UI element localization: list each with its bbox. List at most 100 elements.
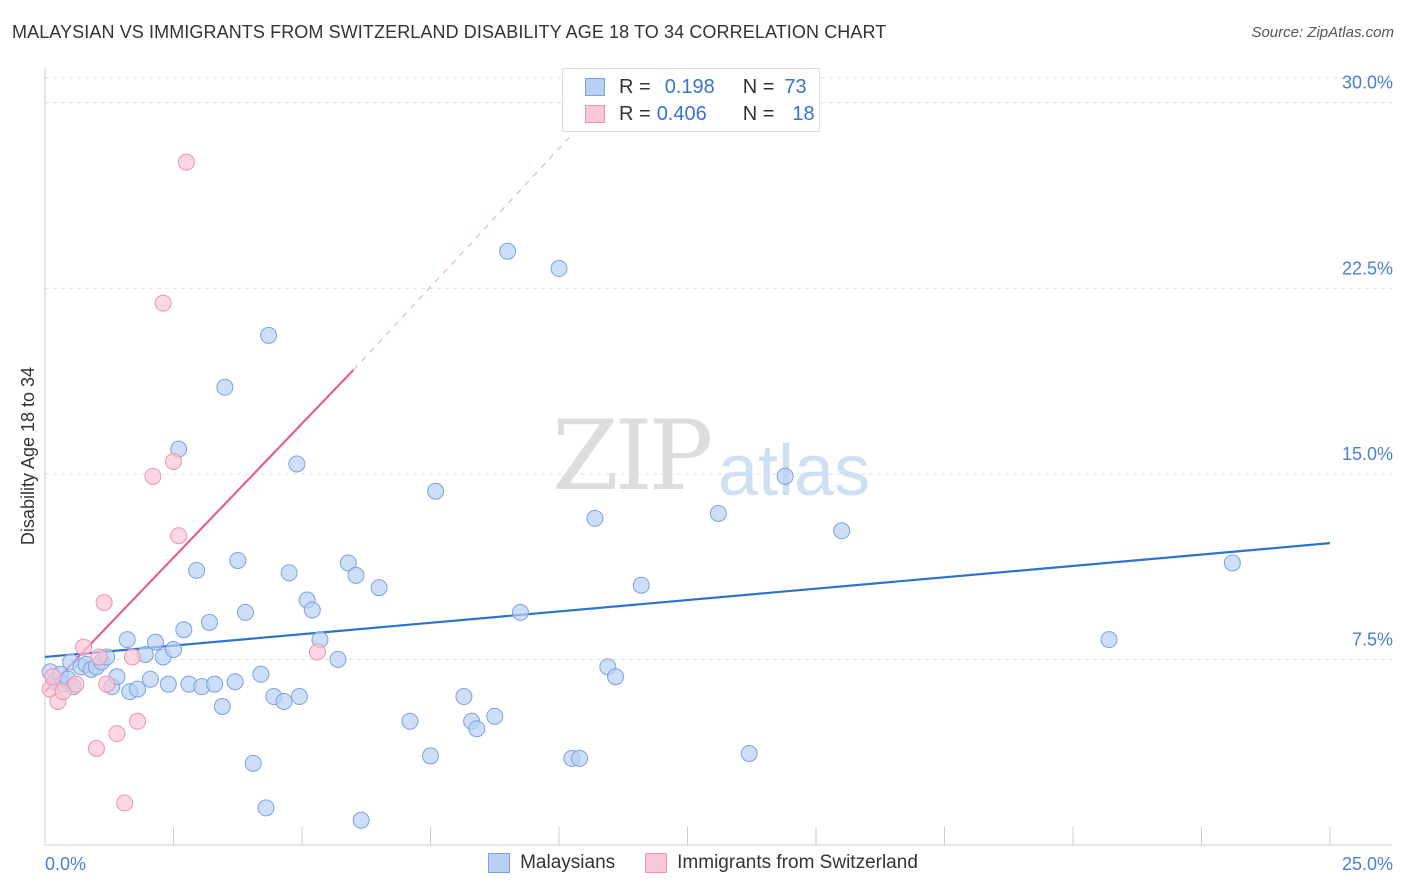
x-tick-label-right: 25.0% [1342, 854, 1393, 874]
point-switzerland [116, 794, 134, 812]
legend-swatch-blue [585, 78, 605, 96]
legend-r-label: R = [619, 102, 651, 125]
point-malaysian [833, 522, 851, 540]
point-malaysian [257, 799, 275, 817]
series-label-switzerland: Immigrants from Switzerland [677, 852, 918, 873]
point-malaysian [486, 707, 504, 725]
point-malaysian [740, 744, 758, 762]
legend-swatch-pink [585, 105, 605, 123]
trendline-malaysian [44, 542, 1331, 659]
trendline-switzerland [44, 369, 355, 693]
point-malaysian [216, 378, 234, 396]
point-malaysian [290, 688, 308, 706]
gridlines [45, 77, 1392, 660]
point-malaysian [632, 576, 650, 594]
chart-title: MALAYSIAN VS IMMIGRANTS FROM SWITZERLAND… [12, 22, 887, 42]
series-swatch-pink [645, 853, 668, 873]
point-switzerland [44, 668, 62, 686]
point-malaysian [200, 613, 218, 631]
point-switzerland [129, 712, 147, 730]
point-malaysian [455, 688, 473, 706]
trendline-extension-switzerland [352, 136, 570, 371]
y-tick-label: 22.5% [1342, 258, 1393, 278]
point-malaysian [511, 603, 529, 621]
point-malaysian [188, 561, 206, 579]
point-switzerland [75, 638, 93, 656]
point-malaysian [586, 509, 604, 527]
legend-row-switzerland: R = 0.406 N = 18 [585, 101, 815, 127]
point-switzerland [144, 467, 162, 485]
point-malaysian [329, 650, 347, 668]
axes [44, 68, 1392, 846]
point-switzerland [98, 675, 116, 693]
point-malaysian [118, 631, 136, 649]
series-label-malaysians: Malaysians [520, 852, 616, 873]
axis-labels: 7.5% 15.0% 22.5% 30.0% 0.0% 25.0% Disability A… [18, 73, 1393, 874]
point-malaysian [499, 242, 517, 260]
point-malaysian [776, 467, 794, 485]
point-malaysian [607, 668, 625, 686]
point-switzerland [154, 294, 172, 312]
point-malaysian [165, 641, 182, 659]
point-malaysian [571, 749, 589, 767]
legend-row-malaysians: R = 0.198 N = 73 [585, 74, 807, 100]
point-malaysian [159, 675, 177, 693]
point-malaysian [468, 720, 486, 738]
point-malaysian [213, 697, 231, 715]
point-malaysian [175, 621, 193, 639]
series-legend: Malaysians Immigrants from Switzerland [0, 852, 1406, 874]
point-malaysian [129, 680, 147, 698]
point-malaysian [275, 692, 293, 710]
point-malaysian [229, 551, 247, 569]
series-swatch-blue [488, 853, 511, 873]
correlation-legend: R = 0.198 N = 73 R = 0.406 N = 18 [562, 68, 820, 132]
y-tick-label: 30.0% [1342, 73, 1393, 93]
point-switzerland [177, 153, 195, 171]
legend-n-value: 18 [792, 102, 815, 125]
watermark-zip: ZIP [552, 400, 713, 512]
point-malaysian [236, 603, 254, 621]
watermark-atlas: atlas [718, 431, 871, 511]
point-malaysian [347, 566, 365, 584]
point-malaysian [401, 712, 419, 730]
point-malaysian [260, 326, 278, 344]
series-legend-malaysians[interactable]: Malaysians [488, 852, 615, 874]
legend-r-value: 0.406 [656, 102, 707, 125]
source-credit: Source: ZipAtlas.com [1251, 24, 1394, 41]
point-malaysian [280, 564, 298, 582]
point-malaysian [226, 673, 244, 691]
point-malaysian [422, 747, 439, 765]
point-malaysian [339, 554, 357, 572]
x-tick-label-left: 0.0% [45, 854, 86, 874]
point-malaysian [141, 670, 159, 688]
point-malaysian [206, 675, 224, 693]
point-malaysian [303, 601, 321, 619]
point-malaysian [1223, 554, 1241, 572]
legend-r-value: 0.198 [664, 75, 715, 98]
legend-n-value: 73 [784, 75, 807, 98]
point-malaysian [288, 455, 306, 473]
series-legend-switzerland[interactable]: Immigrants from Switzerland [645, 852, 918, 874]
point-malaysian [252, 665, 270, 683]
y-tick-label: 7.5% [1352, 629, 1393, 649]
point-switzerland [67, 675, 85, 693]
y-tick-label: 15.0% [1342, 444, 1393, 464]
point-malaysian [709, 504, 727, 522]
point-switzerland [170, 527, 188, 545]
data-points [41, 153, 1241, 829]
y-axis-label: Disability Age 18 to 34 [18, 367, 38, 545]
point-switzerland [165, 453, 182, 470]
legend-r-label: R = [619, 75, 651, 98]
point-switzerland [95, 594, 113, 612]
point-malaysian [427, 482, 445, 500]
point-malaysian [147, 633, 165, 651]
trend-lines [44, 136, 1331, 693]
point-switzerland [87, 740, 105, 758]
point-malaysian [352, 811, 370, 829]
point-malaysian [370, 579, 388, 597]
point-malaysian [550, 260, 568, 278]
point-switzerland [308, 643, 326, 661]
point-switzerland [54, 683, 72, 701]
point-switzerland [123, 648, 141, 666]
